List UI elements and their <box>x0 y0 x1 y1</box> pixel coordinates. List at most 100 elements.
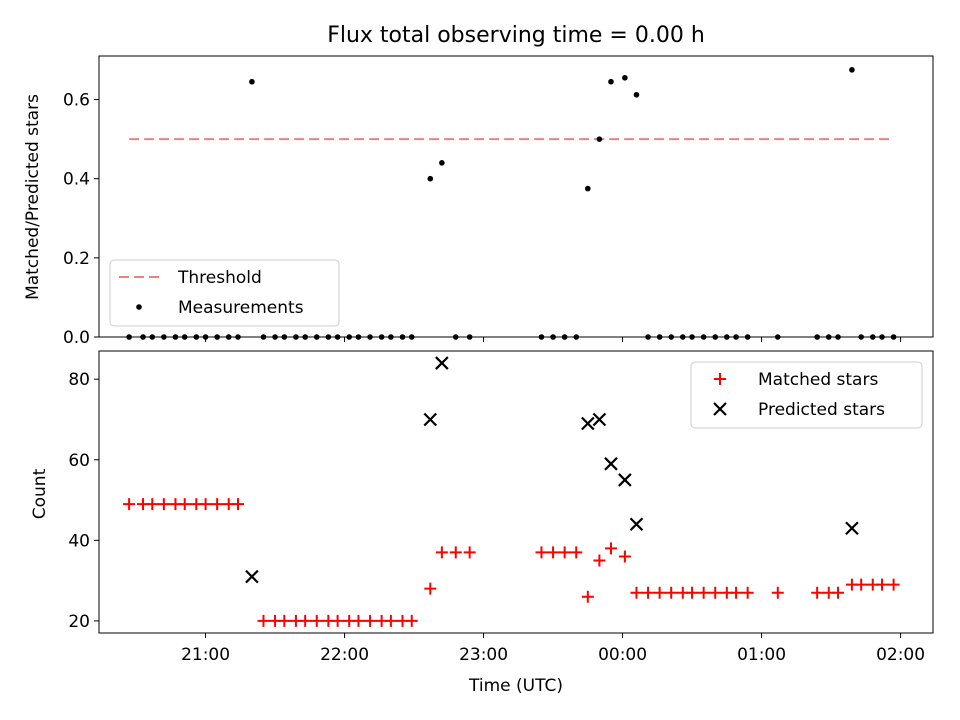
matched-star-point <box>331 614 344 627</box>
measurement-point <box>849 67 855 73</box>
measurement-point <box>293 334 299 340</box>
measurement-point <box>724 334 730 340</box>
measurement-point <box>281 334 288 340</box>
measurement-point <box>181 334 188 340</box>
matched-star-point <box>384 614 397 627</box>
legend-measurements-label: Measurements <box>178 298 304 318</box>
matched-star-point <box>352 614 365 627</box>
measurement-point <box>466 334 473 340</box>
measurement-point <box>193 334 200 340</box>
measurement-point <box>689 334 695 340</box>
matched-star-point <box>697 586 710 599</box>
measurement-point <box>225 334 232 340</box>
measurement-point <box>585 185 591 192</box>
measurement-point <box>302 334 308 340</box>
predicted-star-point <box>845 521 859 536</box>
top-y-tick-label: 0.6 <box>63 91 90 111</box>
measurement-point <box>334 334 341 340</box>
matched-star-point <box>449 546 462 559</box>
measurement-point <box>561 334 568 340</box>
matched-star-point <box>405 614 418 627</box>
matched-star-point <box>257 614 270 627</box>
matched-star-point <box>771 586 784 599</box>
measurement-point <box>249 78 255 85</box>
matched-star-point <box>278 614 291 627</box>
x-axis-label: Time (UTC) <box>468 676 563 696</box>
matched-star-point <box>424 582 437 595</box>
matched-star-point <box>581 590 594 603</box>
legend-predicted-label: Predicted stars <box>758 400 885 420</box>
top-axes-frame <box>98 55 934 338</box>
predicted-star-point <box>592 412 607 427</box>
matched-star-point <box>887 578 900 591</box>
measurement-point <box>149 334 156 340</box>
top-y-tick-label: 0.0 <box>63 328 90 348</box>
measurement-point <box>427 175 434 182</box>
measurement-point <box>825 334 832 340</box>
matched-star-point <box>558 546 571 559</box>
matched-star-point <box>570 546 583 559</box>
measurement-point <box>700 334 707 340</box>
measurement-point <box>680 334 686 340</box>
top-legend <box>109 259 340 327</box>
legend-measurements-swatch <box>136 304 142 310</box>
measurement-point <box>235 334 241 340</box>
matched-star-point <box>642 586 655 599</box>
measurement-point <box>388 334 394 340</box>
matched-star-point <box>547 546 560 559</box>
measurement-point <box>126 334 132 340</box>
matched-star-point <box>199 498 212 511</box>
legend-predicted-swatch <box>713 402 727 416</box>
measurement-point <box>858 334 864 340</box>
measurement-point <box>622 74 628 81</box>
matched-star-point <box>855 578 868 591</box>
measurement-point <box>378 334 385 340</box>
top-plot: 0.0 0.2 0.4 0.6 Threshold Measurements <box>63 55 934 348</box>
measurement-point <box>439 160 445 166</box>
top-y-tick-label: 0.2 <box>63 249 90 269</box>
measurement-point <box>835 334 841 340</box>
matched-star-point <box>310 614 323 627</box>
bottom-y-tick-label: 80 <box>68 370 90 390</box>
measurement-point <box>656 334 663 340</box>
matched-star-point <box>211 498 224 511</box>
matched-star-point <box>535 546 548 559</box>
legend-threshold-label: Threshold <box>177 268 262 288</box>
matched-star-point <box>665 586 678 599</box>
measurement-point <box>272 334 278 340</box>
measurement-point <box>645 334 651 340</box>
measurement-point <box>355 334 362 340</box>
matched-star-point <box>686 586 699 599</box>
matched-star-point <box>364 614 377 627</box>
matched-star-point <box>593 554 606 567</box>
matched-star-point <box>630 586 643 599</box>
matched-star-point <box>709 586 722 599</box>
matched-star-point <box>299 614 312 627</box>
predicted-star-point <box>629 517 644 532</box>
measurement-point <box>712 334 719 340</box>
measurement-point <box>890 334 897 340</box>
bottom-legend <box>690 361 923 429</box>
matched-star-point <box>618 550 631 563</box>
measurement-point <box>550 334 556 340</box>
predicted-star-point <box>604 457 618 471</box>
measurement-point <box>733 334 739 340</box>
measurement-point <box>744 334 751 340</box>
matched-star-point <box>178 498 191 511</box>
measurement-point <box>346 334 353 340</box>
top-y-tick-label: 0.4 <box>63 170 90 190</box>
predicted-star-point <box>245 569 259 584</box>
measurement-point <box>408 334 415 340</box>
matched-star-point <box>741 586 754 599</box>
matched-star-point <box>123 498 136 511</box>
matched-star-point <box>604 542 617 555</box>
measurement-point <box>869 334 876 340</box>
measurement-point <box>161 334 167 340</box>
matched-star-point <box>157 498 170 511</box>
measurement-point <box>172 334 179 340</box>
measurement-point <box>596 136 603 142</box>
matched-star-point <box>232 498 244 511</box>
legend-matched-label: Matched stars <box>758 370 878 390</box>
matched-star-point <box>463 546 476 559</box>
